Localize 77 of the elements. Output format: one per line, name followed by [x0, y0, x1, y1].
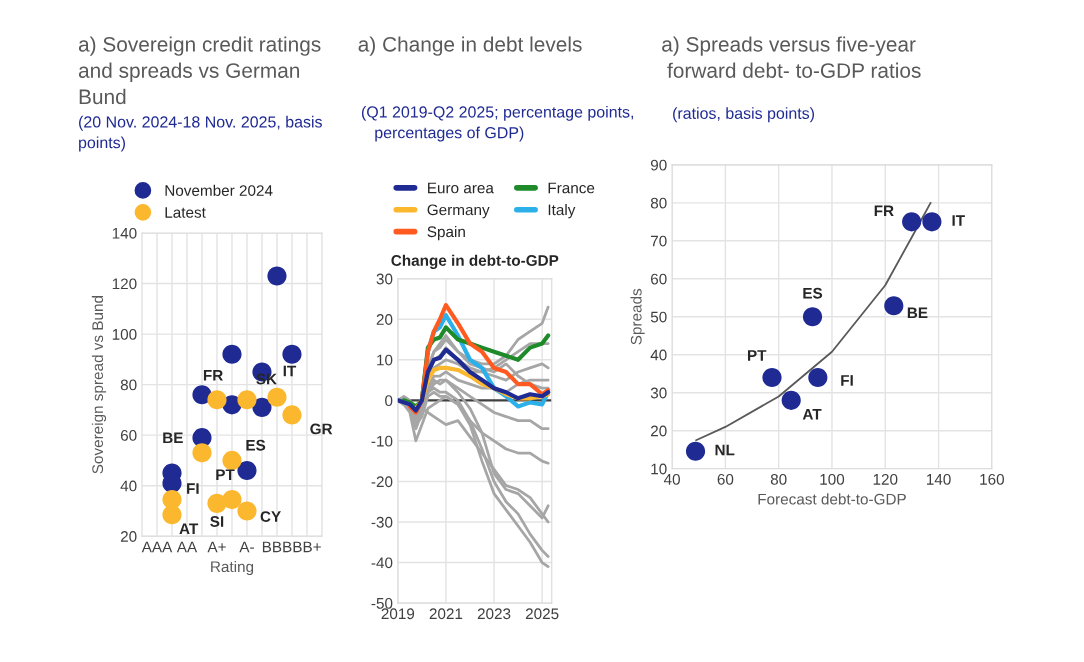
x-tick-label: 2019 [381, 608, 415, 620]
chart-subtitle: (Q1 2019-Q2 2025; percentage points, percentages of GDP) [361, 105, 634, 142]
y-axis-title: Spreads [630, 288, 645, 345]
data-label: BE [907, 307, 928, 319]
x-tick-label: 140 [926, 473, 951, 485]
data-label: GR [310, 423, 333, 435]
x-tick-label: 2023 [477, 608, 511, 620]
data-label: IT [283, 365, 297, 377]
x-tick-label: A- [239, 541, 254, 553]
x-tick-label: 160 [980, 473, 1005, 485]
chart-title: a) Sovereign credit ratings and spreads vs German Bund [78, 36, 321, 105]
data-label: AT [802, 409, 822, 420]
y-tick-label: 10 [651, 463, 667, 475]
y-tick-label: 50 [650, 311, 667, 323]
data-label: CY [260, 511, 281, 522]
y-tick-label: -50 [371, 597, 393, 609]
y-tick-label: 80 [120, 379, 137, 391]
data-label: IT [952, 215, 965, 226]
data-label: AT [179, 523, 199, 534]
chart-subtitle: (20 Nov. 2024-18 Nov. 2025, basis points) [79, 115, 322, 152]
y-tick-label: 10 [377, 354, 393, 366]
chart-title: a) Change in debt levels [358, 36, 582, 56]
data-label: ES [246, 439, 266, 451]
legend-label: France [548, 182, 595, 194]
data-label: BE [163, 432, 183, 444]
data-label: FR [203, 370, 223, 381]
data-label: ES [803, 287, 823, 299]
y-tick-label: 30 [376, 273, 393, 285]
y-tick-label: 40 [650, 349, 667, 361]
data-label: FI [187, 483, 199, 494]
y-tick-label: -10 [371, 435, 393, 447]
legend-label: Latest [165, 207, 206, 218]
x-tick-label: 2025 [525, 608, 559, 620]
y-tick-label: 20 [651, 425, 667, 437]
y-tick-label: 20 [376, 314, 393, 325]
y-tick-label: 90 [650, 159, 667, 171]
y-tick-label: 20 [120, 531, 137, 542]
x-tick-label: BBB [262, 541, 292, 553]
x-axis-title: Rating [211, 560, 254, 576]
y-tick-label: 120 [112, 278, 137, 290]
legend-label: November 2024 [165, 184, 273, 196]
data-label: SK [256, 373, 277, 385]
x-tick-label: AA [176, 541, 198, 553]
x-tick-label: 100 [820, 473, 845, 485]
legend-label: Italy [548, 204, 576, 219]
data-label: FI [841, 375, 853, 386]
y-tick-label: 0 [385, 395, 393, 407]
y-tick-label: -40 [371, 557, 393, 569]
x-tick-label: 80 [770, 473, 787, 485]
chart-title: a) Spreads versus five-year forward debt- to-GDP ratios [662, 36, 921, 78]
y-tick-label: 70 [651, 235, 667, 247]
x-tick-label: AAA [141, 541, 173, 553]
legend-label: Germany [427, 204, 490, 219]
y-tick-label: 60 [651, 273, 667, 285]
chart-subtitle: (ratios, basis points) [673, 107, 814, 123]
y-tick-label: 30 [650, 387, 667, 399]
data-label: NL [715, 444, 735, 456]
legend-label: Euro area [428, 182, 494, 194]
y-tick-label: -20 [371, 476, 393, 488]
legend-label: Spain [427, 225, 465, 241]
data-label: FR [874, 205, 894, 217]
data-label: PT [747, 350, 767, 361]
x-tick-label: 120 [873, 473, 898, 485]
x-tick-label: BB+ [293, 541, 321, 553]
data-label: SI [210, 516, 224, 527]
y-tick-label: 140 [112, 227, 137, 239]
y-tick-label: 60 [120, 430, 137, 441]
x-axis-title: Forecast debt-to-GDP [758, 493, 906, 505]
data-label: PT [216, 469, 235, 480]
x-tick-label: A+ [207, 541, 226, 553]
y-tick-label: 100 [112, 328, 137, 340]
x-tick-label: 2021 [429, 608, 463, 620]
y-tick-label: -30 [371, 516, 393, 528]
text: Change in debt-to-GDP [391, 254, 559, 269]
y-tick-label: 80 [650, 197, 667, 209]
y-axis-title: Sovereign spread vs Bund [91, 296, 107, 474]
x-tick-label: 60 [717, 473, 734, 485]
